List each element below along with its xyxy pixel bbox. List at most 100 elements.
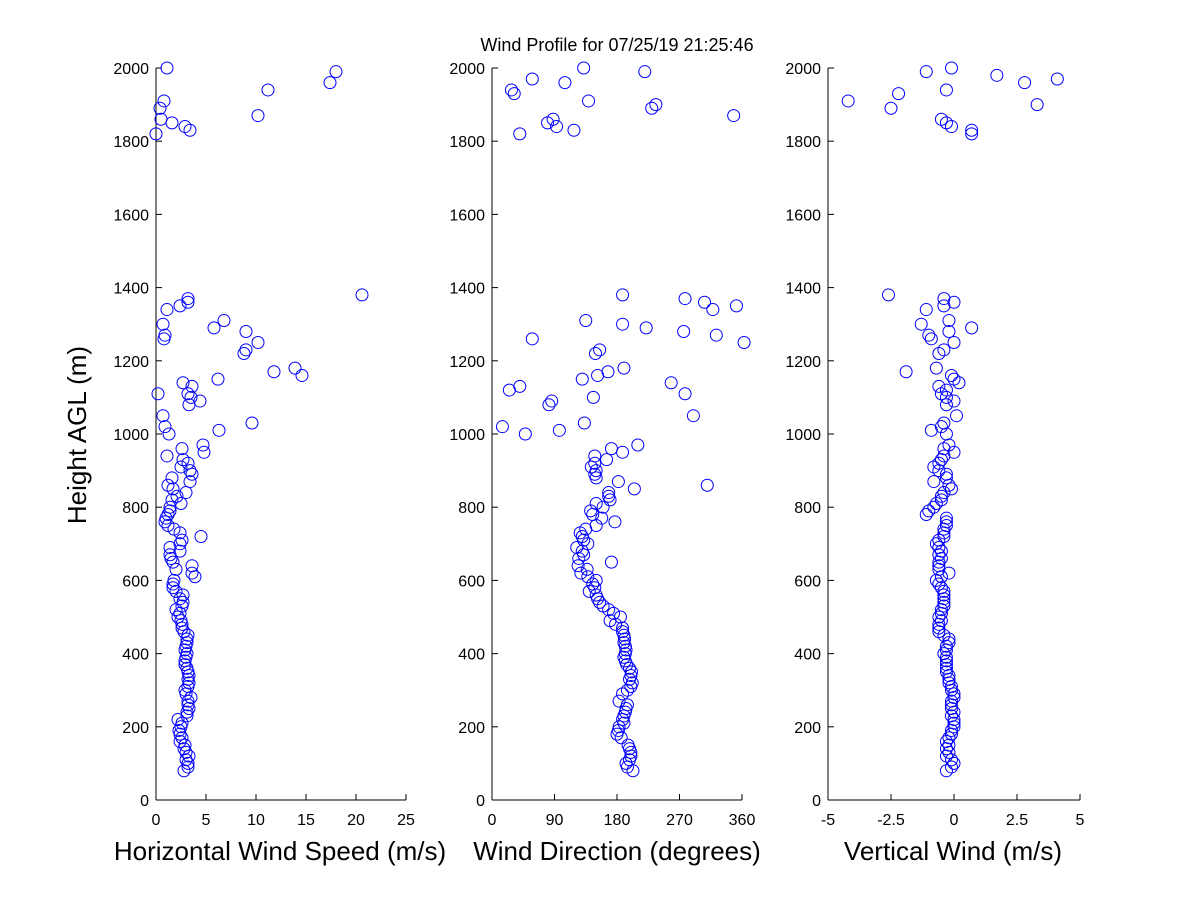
data-point [617, 361, 631, 375]
data-point [604, 442, 618, 456]
y-tick-label: 0 [476, 793, 485, 810]
data-point [581, 570, 595, 584]
data-point [616, 625, 630, 639]
data-point [577, 416, 591, 430]
data-point [595, 511, 609, 525]
data-point [664, 376, 678, 390]
data-point [586, 390, 600, 404]
data-point [947, 716, 961, 730]
data-point [323, 76, 337, 90]
data-point [934, 420, 948, 434]
panel-1: 0 200 400 600 800 1000 1200 1400 1600 1800 2000 0 5 1… [113, 61, 446, 866]
data-point [947, 336, 961, 349]
x-tick-label: 10 [247, 812, 265, 829]
data-point [171, 712, 185, 726]
data-point [950, 409, 964, 423]
data-point [149, 127, 163, 141]
data-point [919, 65, 933, 79]
x-tick-label: 5 [202, 812, 211, 829]
data-point [173, 734, 187, 748]
data-point [158, 328, 172, 342]
data-point [939, 734, 953, 748]
data-point [631, 438, 645, 452]
data-point [939, 665, 953, 679]
data-point [686, 409, 700, 423]
data-point [614, 731, 628, 745]
data-point [937, 299, 951, 313]
data-point [942, 745, 956, 759]
data-point [942, 738, 956, 752]
data-point [937, 343, 951, 357]
data-point [700, 478, 714, 492]
data-point [616, 317, 630, 331]
data-point [1018, 76, 1032, 90]
data-point [180, 709, 194, 723]
data-point [937, 588, 951, 602]
data-point [932, 379, 946, 393]
data-point [884, 101, 898, 115]
data-point [180, 647, 194, 661]
data-point [924, 332, 938, 346]
data-point [607, 606, 621, 620]
data-point [174, 460, 188, 474]
data-point [620, 698, 634, 712]
panel-2: 0 200 400 600 800 1000 1200 1400 1600 1800 2000 0 90… [449, 61, 760, 866]
data-point [698, 295, 711, 309]
y-tick-label: 1800 [785, 134, 821, 151]
data-point [588, 456, 602, 470]
data-point [611, 475, 625, 489]
data-point [678, 387, 692, 401]
data-point [942, 325, 956, 339]
data-point [176, 588, 190, 602]
data-point [939, 515, 953, 529]
y-tick-label: 200 [794, 720, 821, 737]
y-tick-label: 200 [458, 720, 485, 737]
data-point [922, 328, 936, 342]
x-axis-label-2: Wind Direction (degrees) [473, 836, 761, 866]
data-point [939, 519, 953, 532]
data-point [295, 368, 309, 382]
data-point [173, 606, 187, 620]
data-point [558, 76, 572, 90]
data-point [169, 562, 183, 576]
data-point [612, 694, 626, 708]
data-point [212, 423, 226, 437]
data-point [158, 420, 172, 434]
y-tick-label: 1800 [113, 134, 149, 151]
data-point [937, 595, 951, 609]
data-point [162, 427, 176, 441]
data-point [645, 101, 659, 115]
data-point [927, 500, 941, 514]
x-tick-label: 360 [729, 812, 756, 829]
data-point [947, 756, 961, 770]
data-point [934, 112, 948, 126]
data-point [990, 68, 1004, 82]
data-point [185, 566, 199, 580]
y-tick-label: 2000 [113, 61, 149, 78]
data-point [932, 548, 946, 562]
data-point [881, 288, 895, 302]
data-point [575, 372, 589, 386]
y-tick-label: 600 [458, 573, 485, 590]
y-tick-label: 600 [122, 573, 149, 590]
data-point [616, 445, 630, 459]
data-point [947, 687, 961, 701]
data-point [580, 562, 594, 576]
data-point [1030, 98, 1044, 112]
data-point [727, 109, 741, 123]
data-point [161, 478, 175, 492]
data-point [737, 336, 751, 349]
data-point [194, 529, 208, 543]
data-point [942, 636, 956, 650]
data-point [188, 570, 202, 584]
data-point [239, 325, 253, 339]
y-tick-label: 400 [794, 647, 821, 664]
y-tick-label: 1400 [785, 281, 821, 298]
data-point [181, 756, 195, 770]
data-point [153, 101, 167, 115]
data-point [173, 592, 187, 606]
data-point [649, 98, 663, 112]
data-point [932, 621, 946, 635]
data-point [639, 321, 653, 335]
